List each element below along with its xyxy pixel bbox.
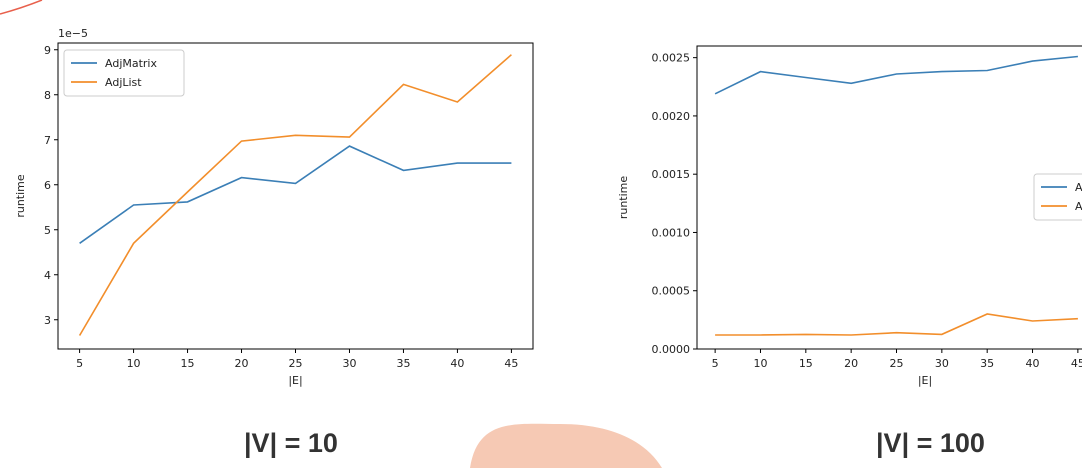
v100-y-axis-label: runtime	[617, 176, 630, 220]
v100-series-adjlist-line	[715, 313, 1078, 336]
v100-x-axis-label: |E|	[918, 374, 932, 387]
v100-legend-label-adjlist: AdjList	[1075, 200, 1082, 213]
v10-y-axis-label: runtime	[14, 174, 27, 218]
v100-x-tick-label: 5	[712, 357, 719, 370]
v10-legend: AdjMatrix AdjList	[63, 49, 185, 97]
v10-y-tick-label: 3	[44, 314, 51, 327]
v10-offset-text: 1e−5	[58, 27, 88, 40]
v100-y-tick-label: 0.0015	[652, 168, 691, 181]
v10-x-tick-label: 10	[127, 357, 141, 370]
decor-blob	[470, 423, 662, 468]
v10-x-tick-label: 25	[289, 357, 303, 370]
v10-x-tick-label: 35	[396, 357, 410, 370]
v10-y-tick-label: 9	[44, 44, 51, 57]
caption-v10: |V| = 10	[244, 428, 338, 458]
v10-x-tick-label: 15	[181, 357, 195, 370]
v100-y-tick-label: 0.0020	[652, 110, 691, 123]
v10-series-adjmatrix-line	[79, 145, 512, 244]
chart-v10: 5 10 15 20 25 30 35 40 453456789|E|runtime1e−5Ad…	[14, 27, 534, 387]
v100-y-tick-label: 0.0000	[652, 343, 691, 356]
chart-v100: 5 10 15 20 25 30 35 40 45 0.0000 0.0005 0.0010 0.001…	[617, 45, 1082, 387]
v10-y-tick-label: 5	[44, 224, 51, 237]
v10-legend-box	[63, 49, 185, 97]
v100-x-tick-label: 20	[844, 357, 858, 370]
v100-x-tick-label: 30	[935, 357, 949, 370]
v10-x-tick-label: 40	[450, 357, 464, 370]
v10-x-tick-label: 45	[504, 357, 518, 370]
caption-v100: |V| = 100	[876, 428, 985, 458]
v100-x-tick-label: 15	[799, 357, 813, 370]
v10-x-tick-label: 20	[235, 357, 249, 370]
v100-x-tick-label: 45	[1071, 357, 1082, 370]
v100-x-tick-label: 25	[890, 357, 904, 370]
v100-x-tick-label: 10	[753, 357, 767, 370]
v100-x-tick-label: 40	[1026, 357, 1040, 370]
v100-legend-label-adjmatrix: AdjMatrix	[1075, 181, 1082, 194]
v100-y-tick-label: 0.0010	[652, 226, 691, 239]
v10-y-tick-label: 7	[44, 134, 51, 147]
v100-x-tick-label: 35	[980, 357, 994, 370]
v10-y-tick-label: 4	[44, 269, 51, 282]
v10-x-tick-label: 30	[342, 357, 356, 370]
v10-y-tick-label: 8	[44, 89, 51, 102]
v100-legend-box	[1033, 173, 1082, 221]
v10-legend-label-adjlist: AdjList	[105, 76, 142, 89]
v100-legend: AdjMatrix AdjList	[1033, 173, 1082, 221]
v10-x-tick-label: 5	[76, 357, 83, 370]
decor-arc	[0, 0, 43, 15]
v100-y-tick-label: 0.0025	[652, 52, 691, 65]
v10-y-tick-label: 6	[44, 179, 51, 192]
v10-series-adjlist-line	[78, 54, 512, 336]
v10-legend-label-adjmatrix: AdjMatrix	[105, 57, 157, 70]
v100-plot-frame	[696, 45, 1082, 350]
v100-series-adjmatrix-line	[714, 55, 1078, 95]
v10-x-axis-label: |E|	[288, 374, 302, 387]
v100-y-tick-label: 0.0005	[652, 285, 691, 298]
